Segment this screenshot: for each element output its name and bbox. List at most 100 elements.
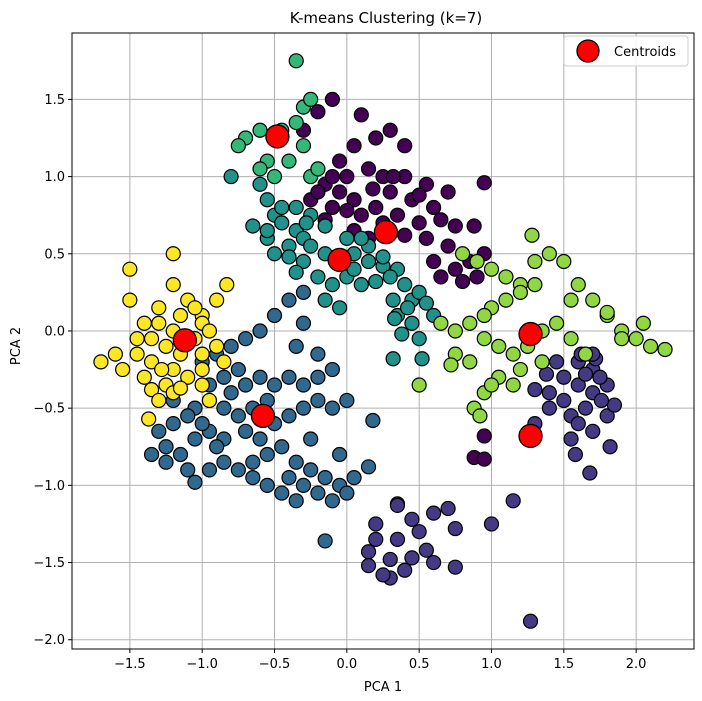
data-point-cluster-1 [389,497,406,514]
data-point-cluster-2 [209,439,225,455]
data-point-cluster-0 [324,199,340,216]
data-point-cluster-2 [310,346,326,362]
data-point-cluster-5 [599,304,615,321]
data-point-cluster-6 [143,331,160,347]
data-point-cluster-3 [375,249,391,265]
data-point-cluster-4 [295,138,312,154]
data-point-cluster-1 [411,524,427,540]
data-point-cluster-2 [252,323,268,339]
data-point-cluster-5 [433,315,449,331]
data-point-cluster-2 [303,431,319,447]
data-point-cluster-0 [382,184,398,200]
data-point-cluster-3 [274,199,290,216]
data-point-cluster-5 [491,338,507,355]
data-point-cluster-3 [303,238,319,254]
data-point-cluster-0 [389,207,406,223]
data-point-cluster-2 [216,369,232,385]
data-point-cluster-3 [266,246,283,262]
data-point-cluster-0 [433,212,449,228]
data-point-cluster-2 [281,408,297,424]
data-point-cluster-2 [237,423,254,439]
data-point-cluster-0 [397,227,413,243]
data-point-cluster-2 [281,369,297,385]
data-point-cluster-6 [180,369,196,385]
chart-title: K-means Clustering (k=7) [290,9,483,27]
data-point-cluster-2 [245,454,261,470]
data-point-cluster-3 [382,269,398,285]
data-point-cluster-0 [466,218,482,234]
data-point-cluster-2 [295,284,312,300]
data-point-cluster-5 [498,292,514,308]
centroid-point [518,321,543,347]
data-point-cluster-1 [563,431,579,447]
x-tick-label: −0.5 [259,657,291,672]
data-point-cluster-1 [606,397,623,413]
data-point-cluster-6 [194,377,210,393]
data-point-cluster-4 [303,91,319,107]
data-point-cluster-2 [230,361,246,378]
data-point-cluster-3 [288,199,304,216]
data-point-cluster-1 [368,516,384,532]
data-point-cluster-6 [165,277,181,293]
data-point-cluster-5 [657,341,673,358]
data-point-cluster-3 [298,215,314,231]
y-tick-label: −1.0 [33,479,65,494]
data-point-cluster-2 [288,338,304,355]
x-axis-ticks: −1.5 −1.0 −0.5 0.0 0.5 1.0 1.5 2.0 [114,649,646,672]
data-point-cluster-4 [310,161,326,177]
data-point-cluster-2 [158,439,174,455]
data-point-cluster-3 [394,326,410,342]
data-point-cluster-1 [426,554,442,571]
data-point-cluster-6 [209,292,225,308]
data-point-cluster-4 [288,114,304,131]
x-axis-label: PCA 1 [364,680,402,695]
plot-frame [71,32,695,650]
centroid-point [250,403,276,429]
data-point-cluster-1 [447,559,463,575]
data-point-cluster-2 [295,315,312,331]
data-point-cluster-0 [476,451,492,467]
data-point-cluster-2 [230,462,246,478]
data-point-cluster-5 [628,331,644,347]
data-point-cluster-2 [230,408,246,424]
data-point-cluster-5 [563,331,579,347]
data-point-cluster-5 [476,331,492,347]
data-point-cluster-5 [447,323,463,339]
data-point-cluster-4 [281,153,297,169]
x-tick-label: 1.0 [481,657,502,672]
data-point-cluster-3 [397,277,413,293]
data-point-cluster-0 [411,187,427,203]
data-point-cluster-6 [187,300,203,316]
data-point-cluster-3 [259,192,275,208]
data-point-cluster-0 [368,130,384,146]
data-point-cluster-6 [216,354,232,370]
data-point-cluster-2 [143,446,160,463]
data-point-cluster-0 [324,91,340,107]
data-point-cluster-0 [360,161,377,177]
data-point-cluster-5 [505,346,521,362]
data-point-cluster-2 [303,462,319,478]
data-point-cluster-1 [447,520,463,537]
data-point-cluster-6 [209,338,225,355]
y-tick-label: −2.0 [33,633,65,648]
centroid-point [373,220,399,245]
data-point-cluster-2 [295,400,312,416]
data-point-cluster-5 [512,284,529,300]
y-tick-label: 0.0 [44,324,65,339]
data-point-cluster-6 [141,411,157,427]
data-point-cluster-3 [252,176,268,192]
data-point-cluster-2 [339,485,355,501]
data-point-cluster-2 [295,477,312,493]
data-point-cluster-1 [556,369,572,385]
centroid-point [327,247,352,273]
data-point-cluster-2 [288,493,304,509]
data-point-cluster-5 [534,354,550,370]
data-point-cluster-4 [266,168,283,185]
data-point-cluster-5 [570,277,586,293]
data-point-cluster-1 [602,439,618,455]
data-point-cluster-3 [414,351,430,367]
data-point-cluster-1 [440,500,456,517]
data-point-cluster-2 [281,470,297,486]
data-point-cluster-5 [527,253,543,270]
data-point-cluster-6 [154,361,170,378]
